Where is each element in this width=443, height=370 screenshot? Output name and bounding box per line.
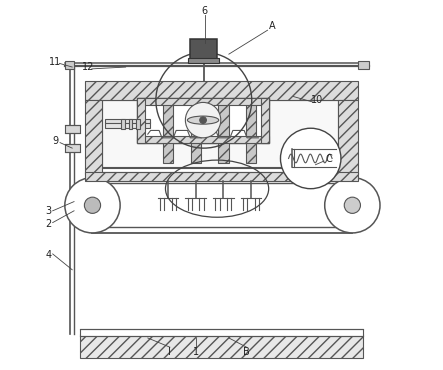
Text: B: B <box>243 347 250 357</box>
Circle shape <box>200 117 206 124</box>
Text: 4: 4 <box>45 250 51 260</box>
Circle shape <box>185 102 221 138</box>
Circle shape <box>84 197 101 213</box>
Text: 6: 6 <box>202 6 208 16</box>
Bar <box>105 122 150 128</box>
Bar <box>65 61 74 69</box>
Circle shape <box>280 128 341 189</box>
Text: 11: 11 <box>49 57 61 67</box>
Bar <box>190 104 201 163</box>
Bar <box>137 98 269 142</box>
Ellipse shape <box>187 116 219 124</box>
Bar <box>137 98 145 142</box>
Bar <box>246 104 256 163</box>
Bar <box>338 100 358 174</box>
Bar <box>65 144 80 152</box>
Bar <box>187 58 219 63</box>
Text: 3: 3 <box>45 206 51 216</box>
Bar <box>65 125 80 134</box>
Text: 12: 12 <box>82 62 94 72</box>
Bar <box>121 119 125 129</box>
Text: 2: 2 <box>45 219 51 229</box>
Bar <box>218 104 229 163</box>
Bar <box>261 98 269 142</box>
Bar <box>80 334 363 358</box>
Bar <box>85 172 358 181</box>
Text: A: A <box>269 21 276 31</box>
Text: 10: 10 <box>311 95 323 105</box>
Bar <box>85 81 358 100</box>
Bar <box>137 136 269 142</box>
Text: 1: 1 <box>194 347 199 357</box>
Bar <box>105 119 150 123</box>
Bar <box>358 61 369 69</box>
Text: I: I <box>168 347 171 357</box>
Text: C: C <box>325 154 332 164</box>
Bar <box>80 330 363 336</box>
Bar <box>137 98 269 105</box>
Text: 9: 9 <box>53 136 58 146</box>
Bar <box>163 104 173 163</box>
Circle shape <box>65 178 120 233</box>
Circle shape <box>344 197 361 213</box>
Bar <box>102 100 338 167</box>
Bar <box>85 100 102 174</box>
Bar <box>136 119 140 129</box>
Bar <box>128 119 132 129</box>
Bar <box>190 39 217 60</box>
Circle shape <box>325 178 380 233</box>
